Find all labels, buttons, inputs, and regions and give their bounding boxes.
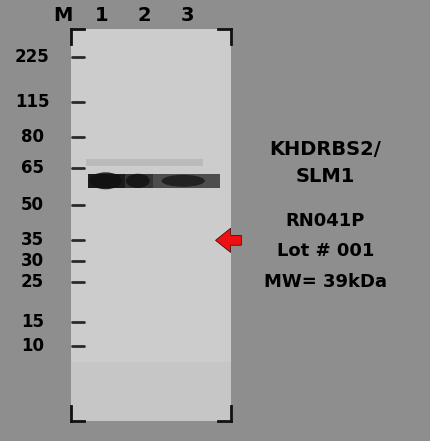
Bar xyxy=(125,174,153,188)
Bar xyxy=(71,363,230,421)
Text: 2: 2 xyxy=(137,6,151,25)
Text: Lot # 001: Lot # 001 xyxy=(276,243,373,260)
Text: SLM1: SLM1 xyxy=(295,167,354,186)
Text: RN041P: RN041P xyxy=(285,212,364,229)
Text: 25: 25 xyxy=(21,273,44,291)
Bar xyxy=(88,174,125,188)
Text: 50: 50 xyxy=(21,196,44,214)
Text: KHDRBS2/: KHDRBS2/ xyxy=(269,140,381,160)
Text: 1: 1 xyxy=(94,6,108,25)
Text: 35: 35 xyxy=(21,232,44,249)
Text: 15: 15 xyxy=(21,313,44,331)
Text: 115: 115 xyxy=(15,93,49,111)
Text: 65: 65 xyxy=(21,159,44,176)
Text: MW= 39kDa: MW= 39kDa xyxy=(263,273,386,291)
Bar xyxy=(153,174,219,188)
Bar xyxy=(71,29,230,421)
Ellipse shape xyxy=(126,174,150,188)
Ellipse shape xyxy=(89,172,121,189)
Text: 30: 30 xyxy=(21,252,44,270)
Bar xyxy=(86,159,202,165)
Text: 10: 10 xyxy=(21,337,44,355)
FancyArrow shape xyxy=(215,228,241,252)
Text: 80: 80 xyxy=(21,128,44,146)
Text: M: M xyxy=(53,6,72,25)
Text: 225: 225 xyxy=(15,49,49,66)
Ellipse shape xyxy=(161,175,204,187)
Text: 3: 3 xyxy=(180,6,194,25)
